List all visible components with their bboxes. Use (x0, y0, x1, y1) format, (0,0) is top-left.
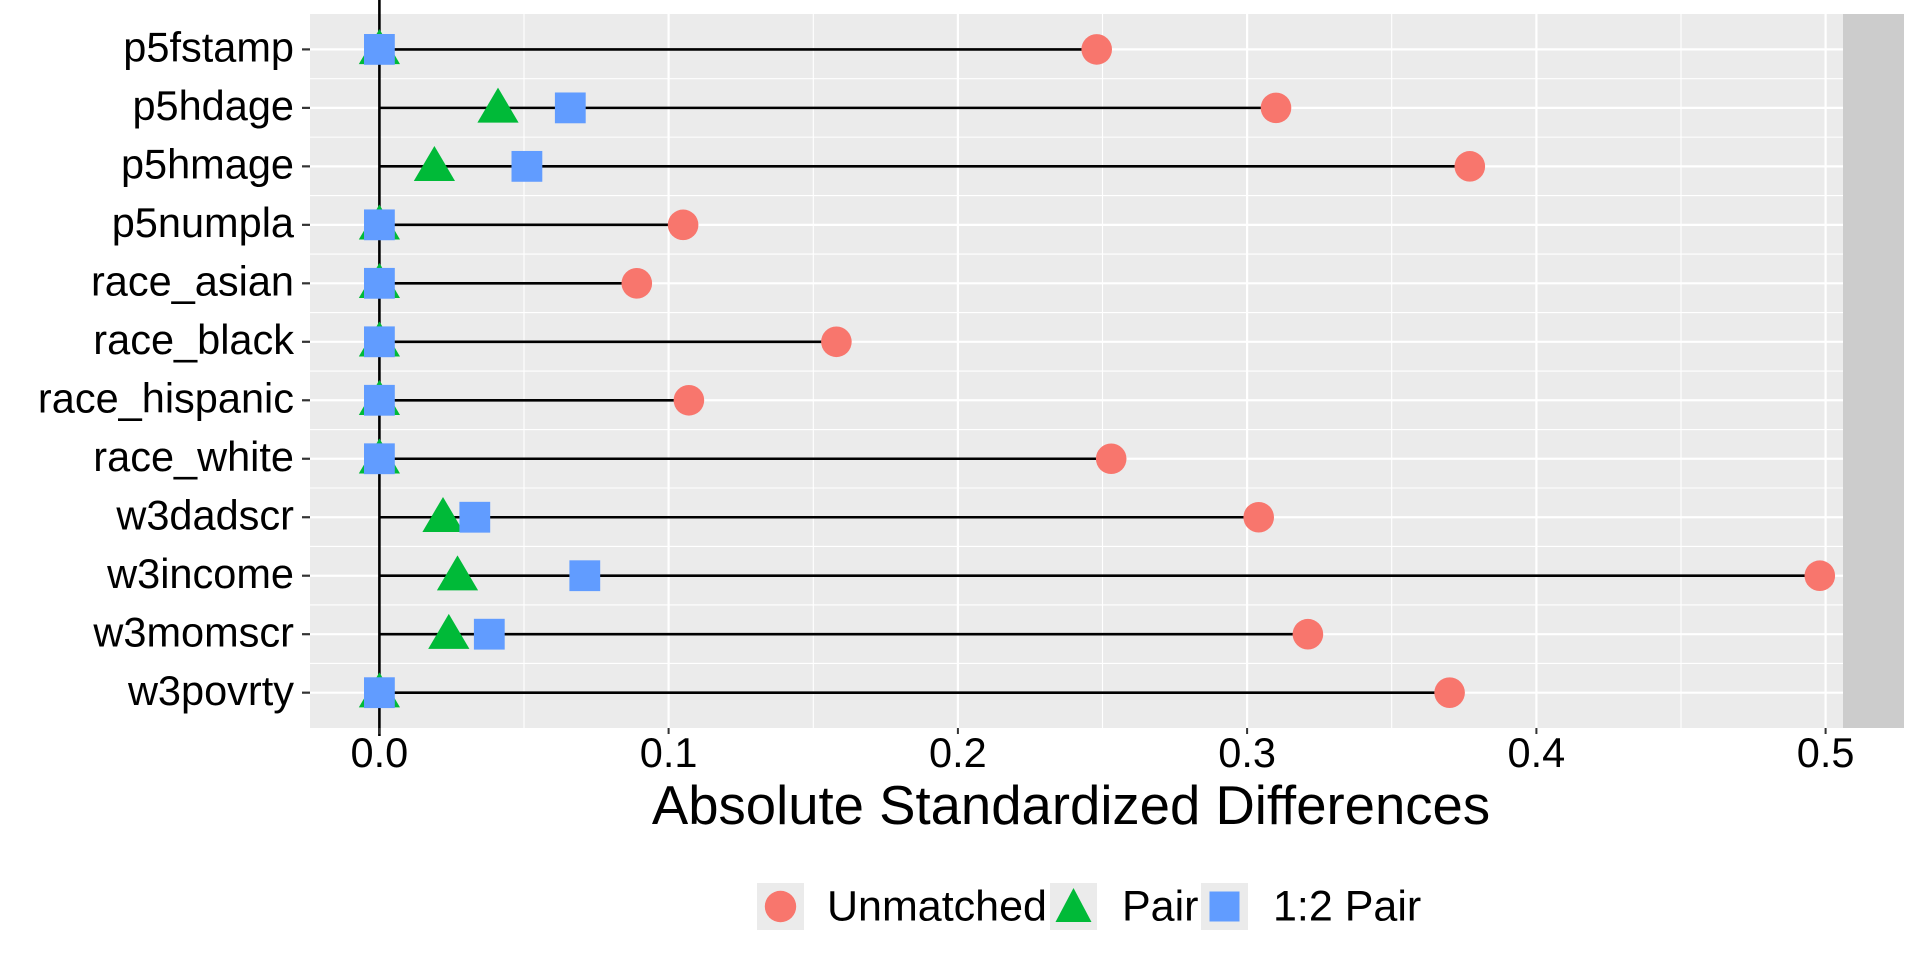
svg-text:race_hispanic: race_hispanic (38, 374, 294, 421)
svg-text:p5hdage: p5hdage (132, 82, 294, 129)
svg-text:race_white: race_white (93, 433, 294, 480)
svg-text:0.3: 0.3 (1218, 729, 1276, 776)
svg-text:race_black: race_black (93, 316, 294, 363)
svg-text:0.2: 0.2 (929, 729, 987, 776)
svg-text:w3income: w3income (106, 550, 294, 597)
svg-text:w3dadscr: w3dadscr (115, 491, 294, 538)
svg-text:p5fstamp: p5fstamp (123, 24, 294, 71)
svg-text:w3momscr: w3momscr (92, 608, 294, 655)
svg-text:p5hmage: p5hmage (121, 141, 294, 188)
svg-text:0.1: 0.1 (640, 729, 698, 776)
svg-text:w3povrty: w3povrty (127, 667, 294, 714)
svg-text:race_asian: race_asian (91, 257, 294, 304)
svg-text:Absolute Standardized Differen: Absolute Standardized Differences (652, 775, 1490, 836)
svg-text:0.5: 0.5 (1797, 729, 1855, 776)
svg-text:0.4: 0.4 (1508, 729, 1566, 776)
svg-text:Pair: Pair (1122, 883, 1198, 931)
svg-text:p5numpla: p5numpla (112, 199, 295, 246)
svg-text:1:2 Pair: 1:2 Pair (1273, 883, 1421, 931)
svg-text:Unmatched: Unmatched (827, 883, 1047, 931)
svg-text:0.0: 0.0 (351, 729, 409, 776)
